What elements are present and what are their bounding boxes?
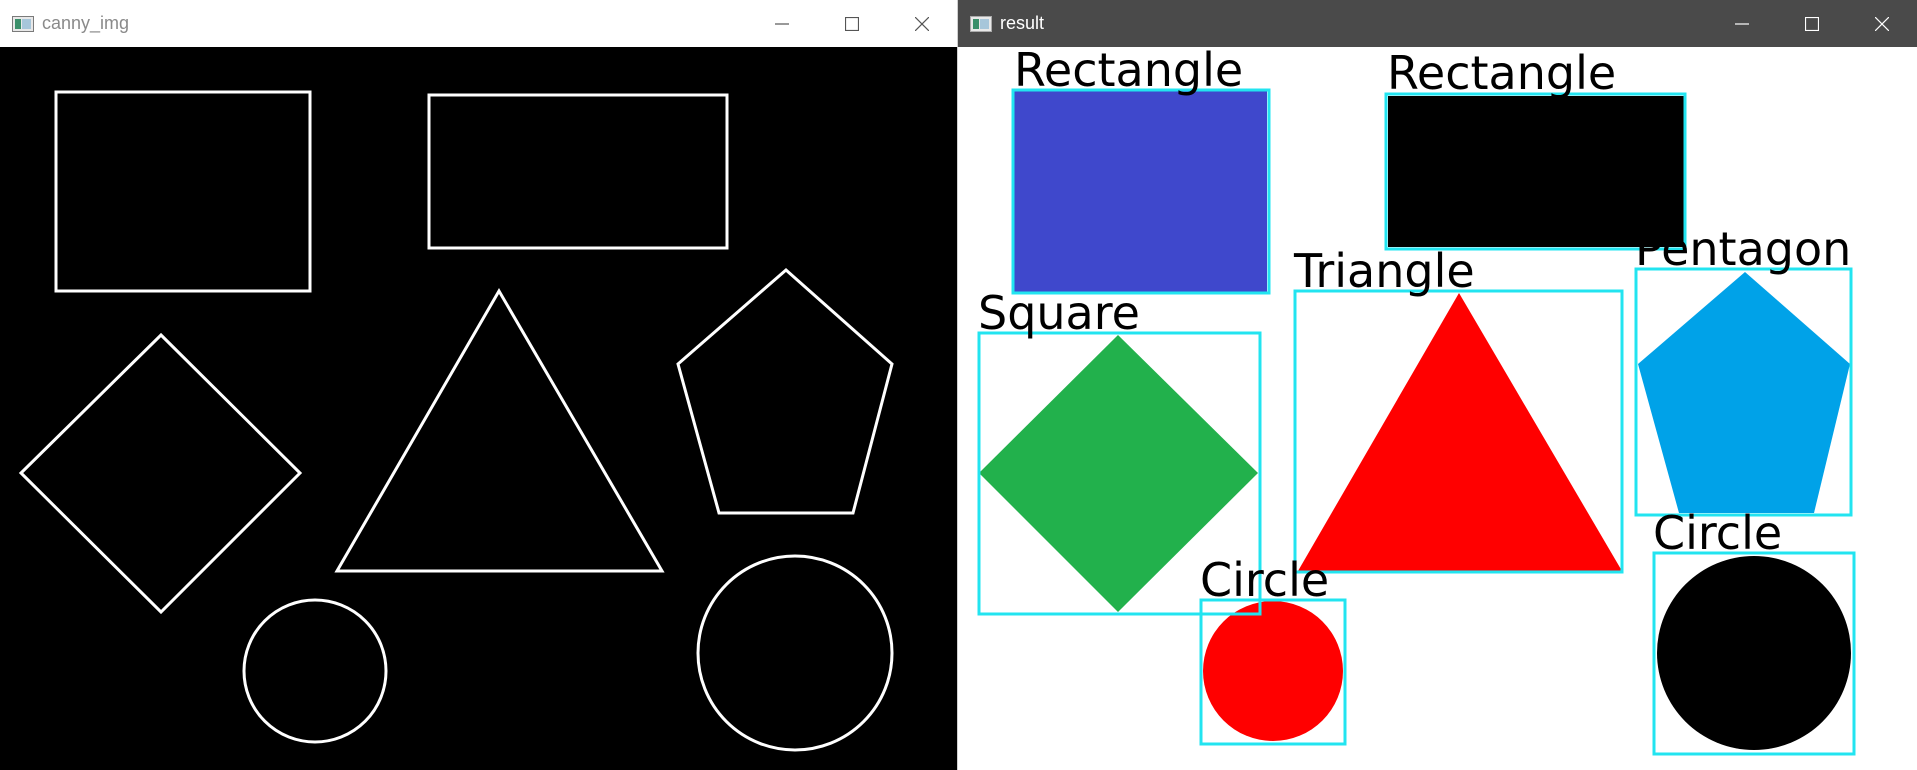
maximize-icon [1805, 16, 1819, 31]
label-circle-small: Circle [1200, 553, 1329, 607]
bbox-pentagon [1634, 267, 1853, 517]
result-drawing: Rectangle Rectangle Square Triangle Pent… [977, 47, 1856, 756]
black-circle [1657, 556, 1851, 750]
app-window-icon [12, 15, 34, 32]
bbox-triangle [1293, 289, 1624, 574]
edge-triangle [334, 288, 665, 573]
canny-img-window: canny_img [0, 0, 957, 770]
close-icon [1875, 16, 1889, 31]
maximize-button[interactable] [1777, 0, 1847, 47]
window-title: result [1000, 13, 1045, 33]
bbox-rectangle-1 [1011, 88, 1271, 295]
bbox-circle-small [1199, 598, 1347, 746]
label-pentagon: Pentagon [1635, 222, 1851, 276]
red-triangle [1298, 293, 1622, 571]
label-square: Square [978, 286, 1140, 340]
app-window-icon [970, 15, 992, 32]
blue-rectangle [1014, 91, 1267, 292]
red-circle [1203, 601, 1343, 741]
close-button[interactable] [1847, 0, 1917, 47]
result-image: Rectangle Rectangle Square Triangle Pent… [958, 47, 1917, 770]
label-triangle: Triangle [1293, 244, 1475, 298]
edge-rectangle-2 [427, 93, 729, 250]
bbox-circle-large [1652, 551, 1856, 756]
label-rectangle-2: Rectangle [1387, 47, 1616, 100]
minimize-icon [1735, 22, 1749, 25]
edge-square [18, 332, 303, 615]
edge-rectangle-1 [54, 90, 312, 293]
edge-circle-large [696, 554, 894, 752]
green-square [979, 335, 1258, 612]
window-title: canny_img [42, 13, 130, 33]
canny-titlebar[interactable]: canny_img [0, 0, 957, 48]
maximize-button[interactable] [817, 0, 887, 47]
blue-pentagon [1638, 272, 1850, 513]
result-window: result [958, 0, 1917, 770]
minimize-button[interactable] [747, 0, 817, 47]
edge-circle-small [242, 598, 388, 744]
label-circle-large: Circle [1653, 506, 1782, 560]
canny-image [0, 47, 957, 770]
edge-pentagon [676, 268, 894, 515]
result-titlebar[interactable]: result [958, 0, 1917, 47]
maximize-icon [845, 16, 859, 31]
black-rectangle [1388, 96, 1684, 247]
canny-edges-drawing [18, 90, 894, 752]
minimize-button[interactable] [1707, 0, 1777, 47]
minimize-icon [775, 22, 789, 25]
close-icon [915, 16, 929, 31]
bbox-square [977, 331, 1262, 616]
label-rectangle-1: Rectangle [1014, 47, 1243, 97]
close-button[interactable] [887, 0, 957, 47]
bbox-rectangle-2 [1384, 92, 1687, 251]
